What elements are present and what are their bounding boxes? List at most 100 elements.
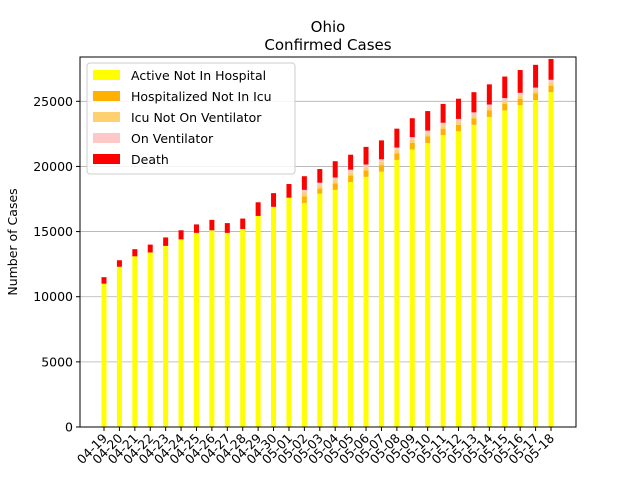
bar-segment (209, 219, 215, 231)
bar-segment (301, 192, 307, 197)
bar-segment (178, 230, 184, 240)
bar-segment (271, 193, 277, 207)
bar-segment (363, 146, 369, 165)
bar-segment (363, 167, 369, 171)
bar-segment (533, 87, 539, 91)
bar-segment (533, 93, 539, 100)
y-tick-label: 15000 (33, 224, 73, 239)
bar-segment (301, 176, 307, 190)
y-axis: 0 5000 10000 15000 20000 25000 (33, 94, 80, 435)
legend: Active Not In Hospital Hospitalized Not I… (86, 62, 296, 175)
bar-segment (101, 283, 107, 427)
bar-segment (363, 176, 369, 427)
legend-swatch (93, 91, 120, 101)
bar-segment (116, 260, 122, 267)
bar-segment (425, 142, 431, 428)
bar-segment (456, 98, 462, 119)
bar-segment (502, 76, 508, 99)
bar-segment (271, 206, 277, 427)
chart-subtitle: Confirmed Cases (264, 36, 391, 54)
bar-segment (440, 135, 446, 428)
bar-segment (471, 114, 477, 119)
bar-segment (394, 159, 400, 427)
y-axis-label: Number of Cases (5, 188, 20, 295)
bar-segment (486, 107, 492, 111)
bar-segment (147, 252, 153, 427)
bar-segment (224, 232, 230, 427)
legend-label: On Ventilator (131, 131, 214, 146)
bar-segment (456, 131, 462, 427)
bar-segment (517, 95, 523, 99)
bar-segment (440, 125, 446, 129)
legend-label: Death (131, 152, 169, 167)
bar-segment (348, 154, 354, 170)
bar-segment (378, 171, 384, 427)
chart-title: Ohio (311, 18, 346, 36)
bar-segment (394, 128, 400, 148)
bar-segment (502, 103, 508, 111)
bar-segment (193, 232, 199, 427)
bar-segment (425, 111, 431, 131)
bar-segment (471, 124, 477, 428)
bar-segment (548, 79, 554, 83)
bar-segment (502, 100, 508, 104)
bars (101, 58, 554, 428)
bar-segment (471, 112, 477, 115)
bar-segment (332, 177, 338, 181)
bar-segment (317, 182, 323, 186)
bar-segment (486, 104, 492, 108)
legend-swatch (93, 112, 120, 122)
bar-segment (394, 153, 400, 160)
bar-segment (378, 159, 384, 162)
y-tick-label: 5000 (41, 354, 73, 369)
bar-segment (440, 128, 446, 136)
bar-segment (255, 202, 261, 216)
bar-segment (209, 230, 215, 427)
bar-segment (394, 150, 400, 154)
bar-segment (533, 99, 539, 428)
bar-segment (394, 147, 400, 151)
bar-segment (163, 245, 169, 427)
bar-segment (332, 183, 338, 190)
bar-segment (378, 161, 384, 166)
bar-segment (456, 124, 462, 132)
legend-swatch (93, 133, 120, 143)
bar-segment (286, 197, 292, 427)
bar-segment (178, 239, 184, 427)
bar-segment (517, 98, 523, 106)
bar-segment (224, 223, 230, 233)
bar-segment (378, 140, 384, 160)
bar-segment (301, 202, 307, 427)
bar-segment (486, 116, 492, 428)
bar-segment (363, 164, 369, 168)
bar-segment (471, 118, 477, 125)
bar-segment (548, 82, 554, 86)
bar-segment (132, 256, 138, 427)
bar-segment (363, 170, 369, 177)
bar-segment (240, 218, 246, 229)
bar-segment (486, 84, 492, 105)
plot-frame (79, 56, 577, 428)
bar-segment (440, 103, 446, 123)
legend-swatch (93, 70, 120, 80)
bar-segment (317, 188, 323, 194)
legend-swatch (93, 154, 120, 164)
bar-segment (317, 185, 323, 189)
legend-label: Hospitalized Not In Icu (131, 89, 272, 104)
bar-segment (425, 133, 431, 137)
bar-segment (409, 139, 415, 143)
legend-box (86, 62, 296, 175)
bar-segment (548, 92, 554, 427)
y-tick-label: 0 (65, 420, 73, 435)
bar-segment (255, 215, 261, 427)
bar-segment (163, 237, 169, 246)
legend-label: Active Not In Hospital (131, 68, 266, 83)
bar-segment (502, 98, 508, 101)
bar-segment (332, 189, 338, 427)
bar-segment (301, 189, 307, 193)
bar-segment (332, 161, 338, 178)
bar-segment (533, 64, 539, 88)
bar-segment (348, 169, 354, 173)
bar-segment (317, 193, 323, 427)
